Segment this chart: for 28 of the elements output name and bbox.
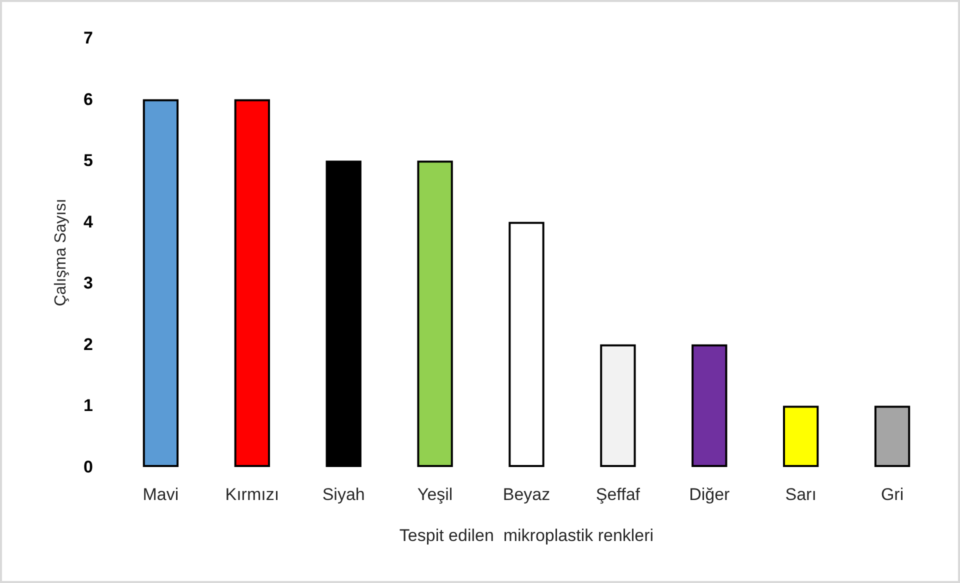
x-tick-label: Mavi bbox=[142, 485, 179, 504]
x-tick-label: Beyaz bbox=[502, 485, 550, 504]
y-tick-label: 0 bbox=[84, 458, 93, 476]
y-tick-label: 7 bbox=[84, 28, 93, 48]
bar bbox=[234, 99, 270, 467]
y-axis-title: Çalışma Sayısı bbox=[52, 198, 70, 306]
bar bbox=[783, 406, 819, 467]
bar bbox=[326, 160, 362, 467]
x-tick-label: Sarı bbox=[785, 485, 816, 504]
y-tick-label: 6 bbox=[84, 90, 93, 109]
y-tick-label: 5 bbox=[84, 151, 93, 170]
y-tick-label: 2 bbox=[84, 334, 93, 354]
bar bbox=[417, 160, 453, 467]
bar bbox=[874, 406, 910, 467]
x-axis-title: Tespit edilen mikroplastik renkleri bbox=[399, 526, 654, 545]
x-tick-label: Gri bbox=[880, 485, 904, 504]
bar bbox=[692, 344, 728, 467]
y-tick-label: 4 bbox=[84, 212, 94, 232]
x-tick-label: Diğer bbox=[689, 485, 730, 504]
x-tick-label: Yeşil bbox=[417, 485, 453, 504]
bar bbox=[508, 222, 544, 467]
x-tick-label: Şeffaf bbox=[596, 485, 640, 504]
x-tick-label: Kırmızı bbox=[225, 485, 280, 504]
bar bbox=[142, 99, 179, 467]
bar bbox=[600, 344, 636, 467]
x-tick-label: Siyah bbox=[322, 485, 365, 504]
y-tick-label: 3 bbox=[84, 274, 93, 293]
y-tick-label: 1 bbox=[84, 396, 93, 416]
